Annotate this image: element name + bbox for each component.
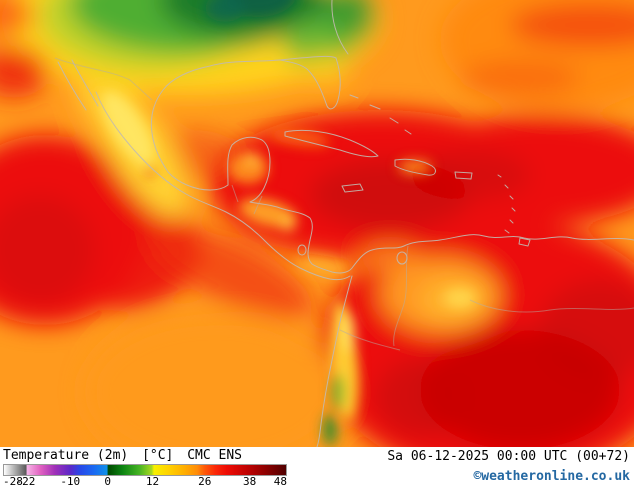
colorbar-tick-label: -22 [15, 475, 36, 488]
legend-bar: Temperature (2m) [°C] CMC ENS -28 -22 -10 0… [0, 447, 634, 490]
colorbar-tick-label: 48 [273, 475, 287, 488]
colorbar-tick-label: 0 [104, 475, 111, 488]
map-unit: [°C] [142, 448, 174, 463]
temperature-field-graphic [0, 0, 634, 447]
valid-datetime: Sa 06-12-2025 00:00 UTC (00+72) [387, 449, 630, 464]
copyright: ©weatheronline.co.uk [473, 469, 630, 484]
temperature-blobs-detail [101, 0, 476, 446]
legend-title-row: Temperature (2m) [°C] CMC ENS [3, 448, 333, 463]
map-model: CMC ENS [187, 448, 242, 463]
colorbar-tick-labels: -28 -22 -10 0 12 26 38 48 [3, 476, 287, 488]
colorbar-gradient [3, 464, 287, 476]
coastlines [57, 0, 634, 447]
map-title: Temperature (2m) [3, 448, 129, 463]
colorbar-tick-label: -10 [60, 475, 81, 488]
legend-left: Temperature (2m) [°C] CMC ENS -28 -22 -10 0… [3, 448, 333, 490]
temperature-map [0, 0, 634, 447]
colorbar-tick-label: 12 [145, 475, 160, 488]
legend-right: Sa 06-12-2025 00:00 UTC (00+72) ©weather… [387, 448, 630, 490]
temperature-colorbar: -28 -22 -10 0 12 26 38 48 [3, 464, 287, 490]
colorbar-tick-label: -28 [3, 475, 23, 488]
country-borders [54, 57, 634, 351]
colorbar-tick-label: 38 [243, 475, 257, 488]
temperature-blobs-large [0, 0, 634, 447]
colorbar-tick-label: 26 [198, 475, 212, 488]
